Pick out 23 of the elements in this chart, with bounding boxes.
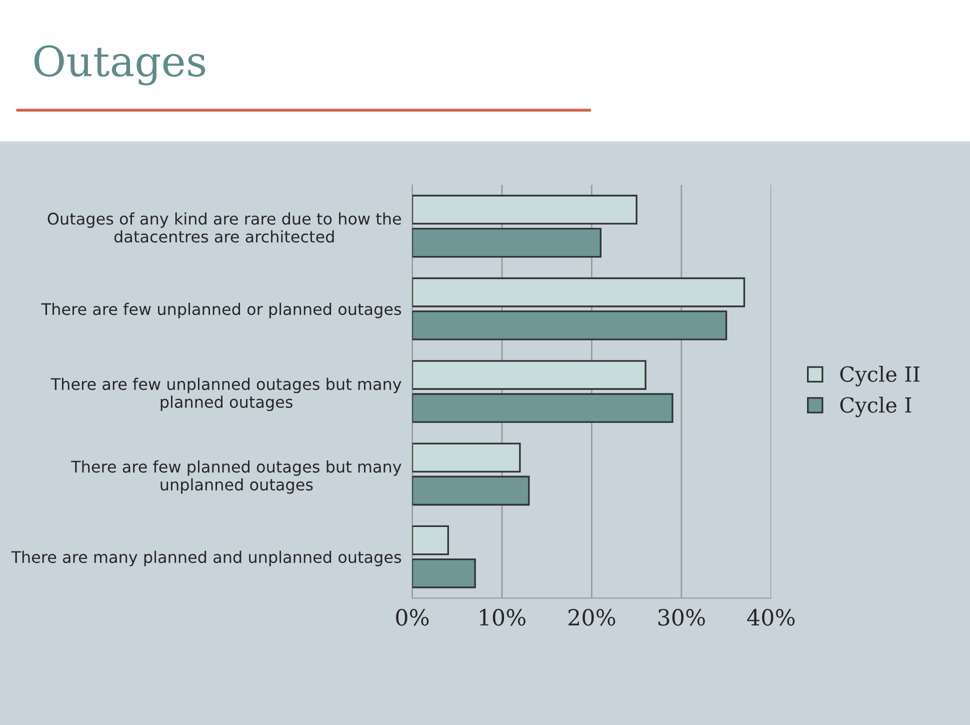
bar (412, 442, 521, 473)
x-tick-label: 10% (480, 608, 526, 626)
y-tick-label: There are few planned outages but many unplanned outages (70, 460, 402, 494)
bar (412, 476, 530, 506)
x-tick-label: 30% (658, 608, 705, 626)
y-tick-label: There are many planned and unplanned outages (11, 550, 402, 566)
bar (412, 310, 728, 340)
y-tick-label: There are few unplanned outages but many planned outages (50, 378, 402, 412)
bar (412, 558, 476, 588)
chart-title: Outages (34, 45, 206, 86)
x-tick-label: 0% (396, 608, 429, 626)
x-tick-label: 40% (747, 608, 795, 626)
bar (412, 393, 674, 423)
legend-label: Cycle II (840, 366, 920, 386)
bar (412, 277, 746, 308)
bar (412, 360, 646, 390)
x-tick-label: 20% (568, 608, 616, 626)
y-tick-label: There are few unplanned or planned outages (41, 302, 402, 318)
y-tick-label: Outages of any kind are rare due to how the datacentres are architected (48, 212, 401, 243)
legend-label: Cycle I (840, 396, 912, 418)
bar (412, 194, 638, 225)
bar (412, 525, 449, 556)
bar (412, 228, 602, 258)
